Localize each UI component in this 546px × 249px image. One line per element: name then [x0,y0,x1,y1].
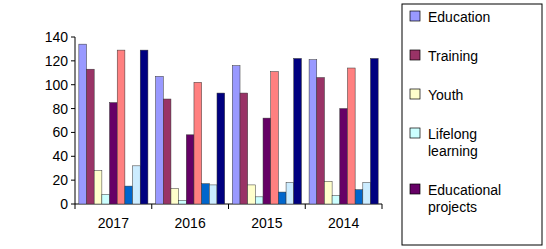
x-tick-label: 2015 [251,215,282,231]
bar [133,166,141,204]
legend-label-line: projects [428,199,477,215]
x-divider [75,204,76,209]
x-divider [151,204,152,209]
legend-swatch [410,11,420,21]
bar [217,93,225,204]
legend-label-line: Educational [428,182,501,198]
x-divider [382,204,383,209]
y-tick-label: 20 [52,172,68,188]
bar [202,184,210,204]
y-tick [71,60,75,61]
chart-container: 0 20 40 60 80 100 120 140 2017 2016 2015 2014 Educat… [0,0,546,249]
bar [240,93,248,204]
bar [87,69,95,204]
y-tick [71,156,75,157]
y-axis [75,37,76,204]
bar [94,171,102,204]
x-tick-label: 2016 [175,215,206,231]
bar [110,103,118,204]
bar [248,185,256,204]
y-tick [71,37,75,38]
bar [255,197,263,204]
y-tick [71,132,75,133]
bar [294,58,302,204]
y-tick-label: 100 [45,77,69,93]
x-tick-label: 2014 [328,215,359,231]
bar [347,68,355,204]
bar [125,186,133,204]
y-tick [71,84,75,85]
legend-label-line: Education [428,9,490,25]
bar [171,188,179,204]
legend-label: Education [428,9,490,25]
y-tick [71,204,75,205]
bar [156,76,164,204]
bar [370,58,378,204]
bar [117,50,125,204]
legend-label-line: Lifelong [428,126,477,142]
bar [232,66,240,204]
legend-label: Youth [428,87,463,103]
bar [163,99,171,204]
legend-swatch [410,184,420,194]
bars [79,44,378,204]
bar [286,183,294,204]
bar [263,118,271,204]
bar [363,183,371,204]
bar [209,185,217,204]
bar [186,135,194,204]
bar [340,109,348,204]
bar [179,200,187,204]
chart-svg: 0 20 40 60 80 100 120 140 2017 2016 2015 2014 Educat… [0,0,546,249]
y-tick-label: 60 [52,124,68,140]
y-tick-label: 0 [60,196,68,212]
legend-swatch [410,89,420,99]
y-tick [71,108,75,109]
legend-box [402,4,542,245]
bar [79,44,87,204]
bar [278,192,286,204]
bar [332,196,340,204]
y-tick-label: 80 [52,101,68,117]
legend-label: Educationalprojects [428,182,501,215]
y-tick-label: 120 [45,53,69,69]
legend-label-line: Training [428,48,478,64]
bar [355,190,363,204]
bar [317,78,325,204]
legend-swatch [410,128,420,138]
x-tick-label: 2017 [98,215,129,231]
bar [194,82,202,204]
bar [271,72,279,204]
legend-label: Lifelonglearning [428,126,478,159]
x-divider [305,204,306,209]
y-tick-label: 140 [45,29,69,45]
legend-label-line: Youth [428,87,463,103]
x-divider [228,204,229,209]
legend-label: Training [428,48,478,64]
bar [102,194,110,204]
bar [309,60,317,204]
y-tick-label: 40 [52,148,68,164]
legend-swatch [410,50,420,60]
y-tick [71,180,75,181]
bar [140,50,148,204]
legend-label-line: learning [428,143,478,159]
bar [324,181,332,204]
